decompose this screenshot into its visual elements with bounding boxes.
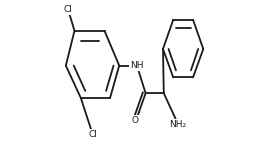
Text: Cl: Cl [88,130,97,139]
Text: Cl: Cl [64,5,73,14]
Text: O: O [132,116,139,125]
Text: NH₂: NH₂ [170,120,187,128]
Text: NH: NH [130,61,144,70]
